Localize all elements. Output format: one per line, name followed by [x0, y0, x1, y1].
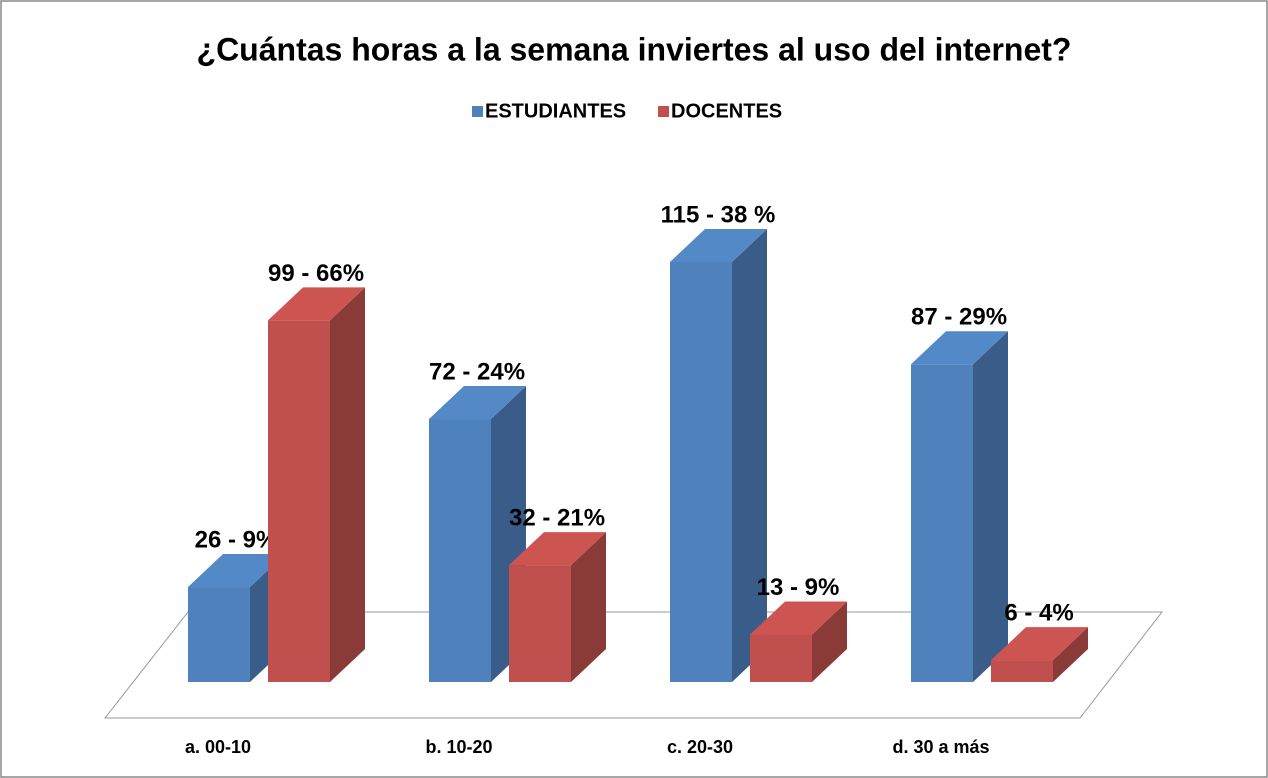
data-label: 32 - 21%	[509, 504, 605, 531]
bar	[670, 262, 732, 682]
bar	[750, 634, 812, 682]
bar	[188, 587, 250, 682]
data-label: 26 - 9%	[195, 526, 278, 553]
bar-side	[732, 229, 767, 682]
x-tick-label: c. 20-30	[667, 737, 733, 757]
bar-side	[330, 287, 365, 682]
data-label: 87 - 29%	[911, 304, 1007, 331]
bar	[268, 320, 330, 682]
bar-top	[911, 331, 1008, 365]
bar-top	[509, 532, 606, 566]
data-label: 99 - 66%	[268, 260, 364, 287]
data-label: 13 - 9%	[757, 574, 840, 601]
bar	[991, 660, 1053, 682]
chart-title: ¿Cuántas horas a la semana inviertes al …	[197, 31, 1072, 67]
bar-top	[750, 601, 847, 635]
bar	[429, 419, 491, 682]
bar-side	[812, 601, 847, 682]
data-label: 115 - 38 %	[661, 201, 776, 228]
legend-label: ESTUDIANTES	[485, 100, 626, 122]
bar-top	[670, 229, 767, 262]
legend-swatch	[472, 106, 483, 117]
x-tick-label: b. 10-20	[425, 737, 492, 757]
x-tick-label: a. 00-10	[185, 737, 251, 757]
legend-swatch	[658, 106, 669, 117]
floor	[103, 611, 1164, 719]
bar	[509, 565, 571, 682]
bar-top	[268, 287, 365, 321]
legend-label: DOCENTES	[671, 100, 782, 122]
bar-top	[188, 554, 285, 588]
bar-top	[991, 627, 1088, 661]
data-label: 6 - 4%	[1004, 599, 1073, 626]
bar-side	[571, 532, 606, 682]
bar-top	[429, 386, 526, 420]
bar-side	[1053, 627, 1088, 682]
bar	[911, 364, 973, 682]
x-tick-label: d. 30 a más	[892, 737, 989, 757]
bar-side	[973, 331, 1008, 682]
data-label: 72 - 24%	[429, 358, 525, 385]
